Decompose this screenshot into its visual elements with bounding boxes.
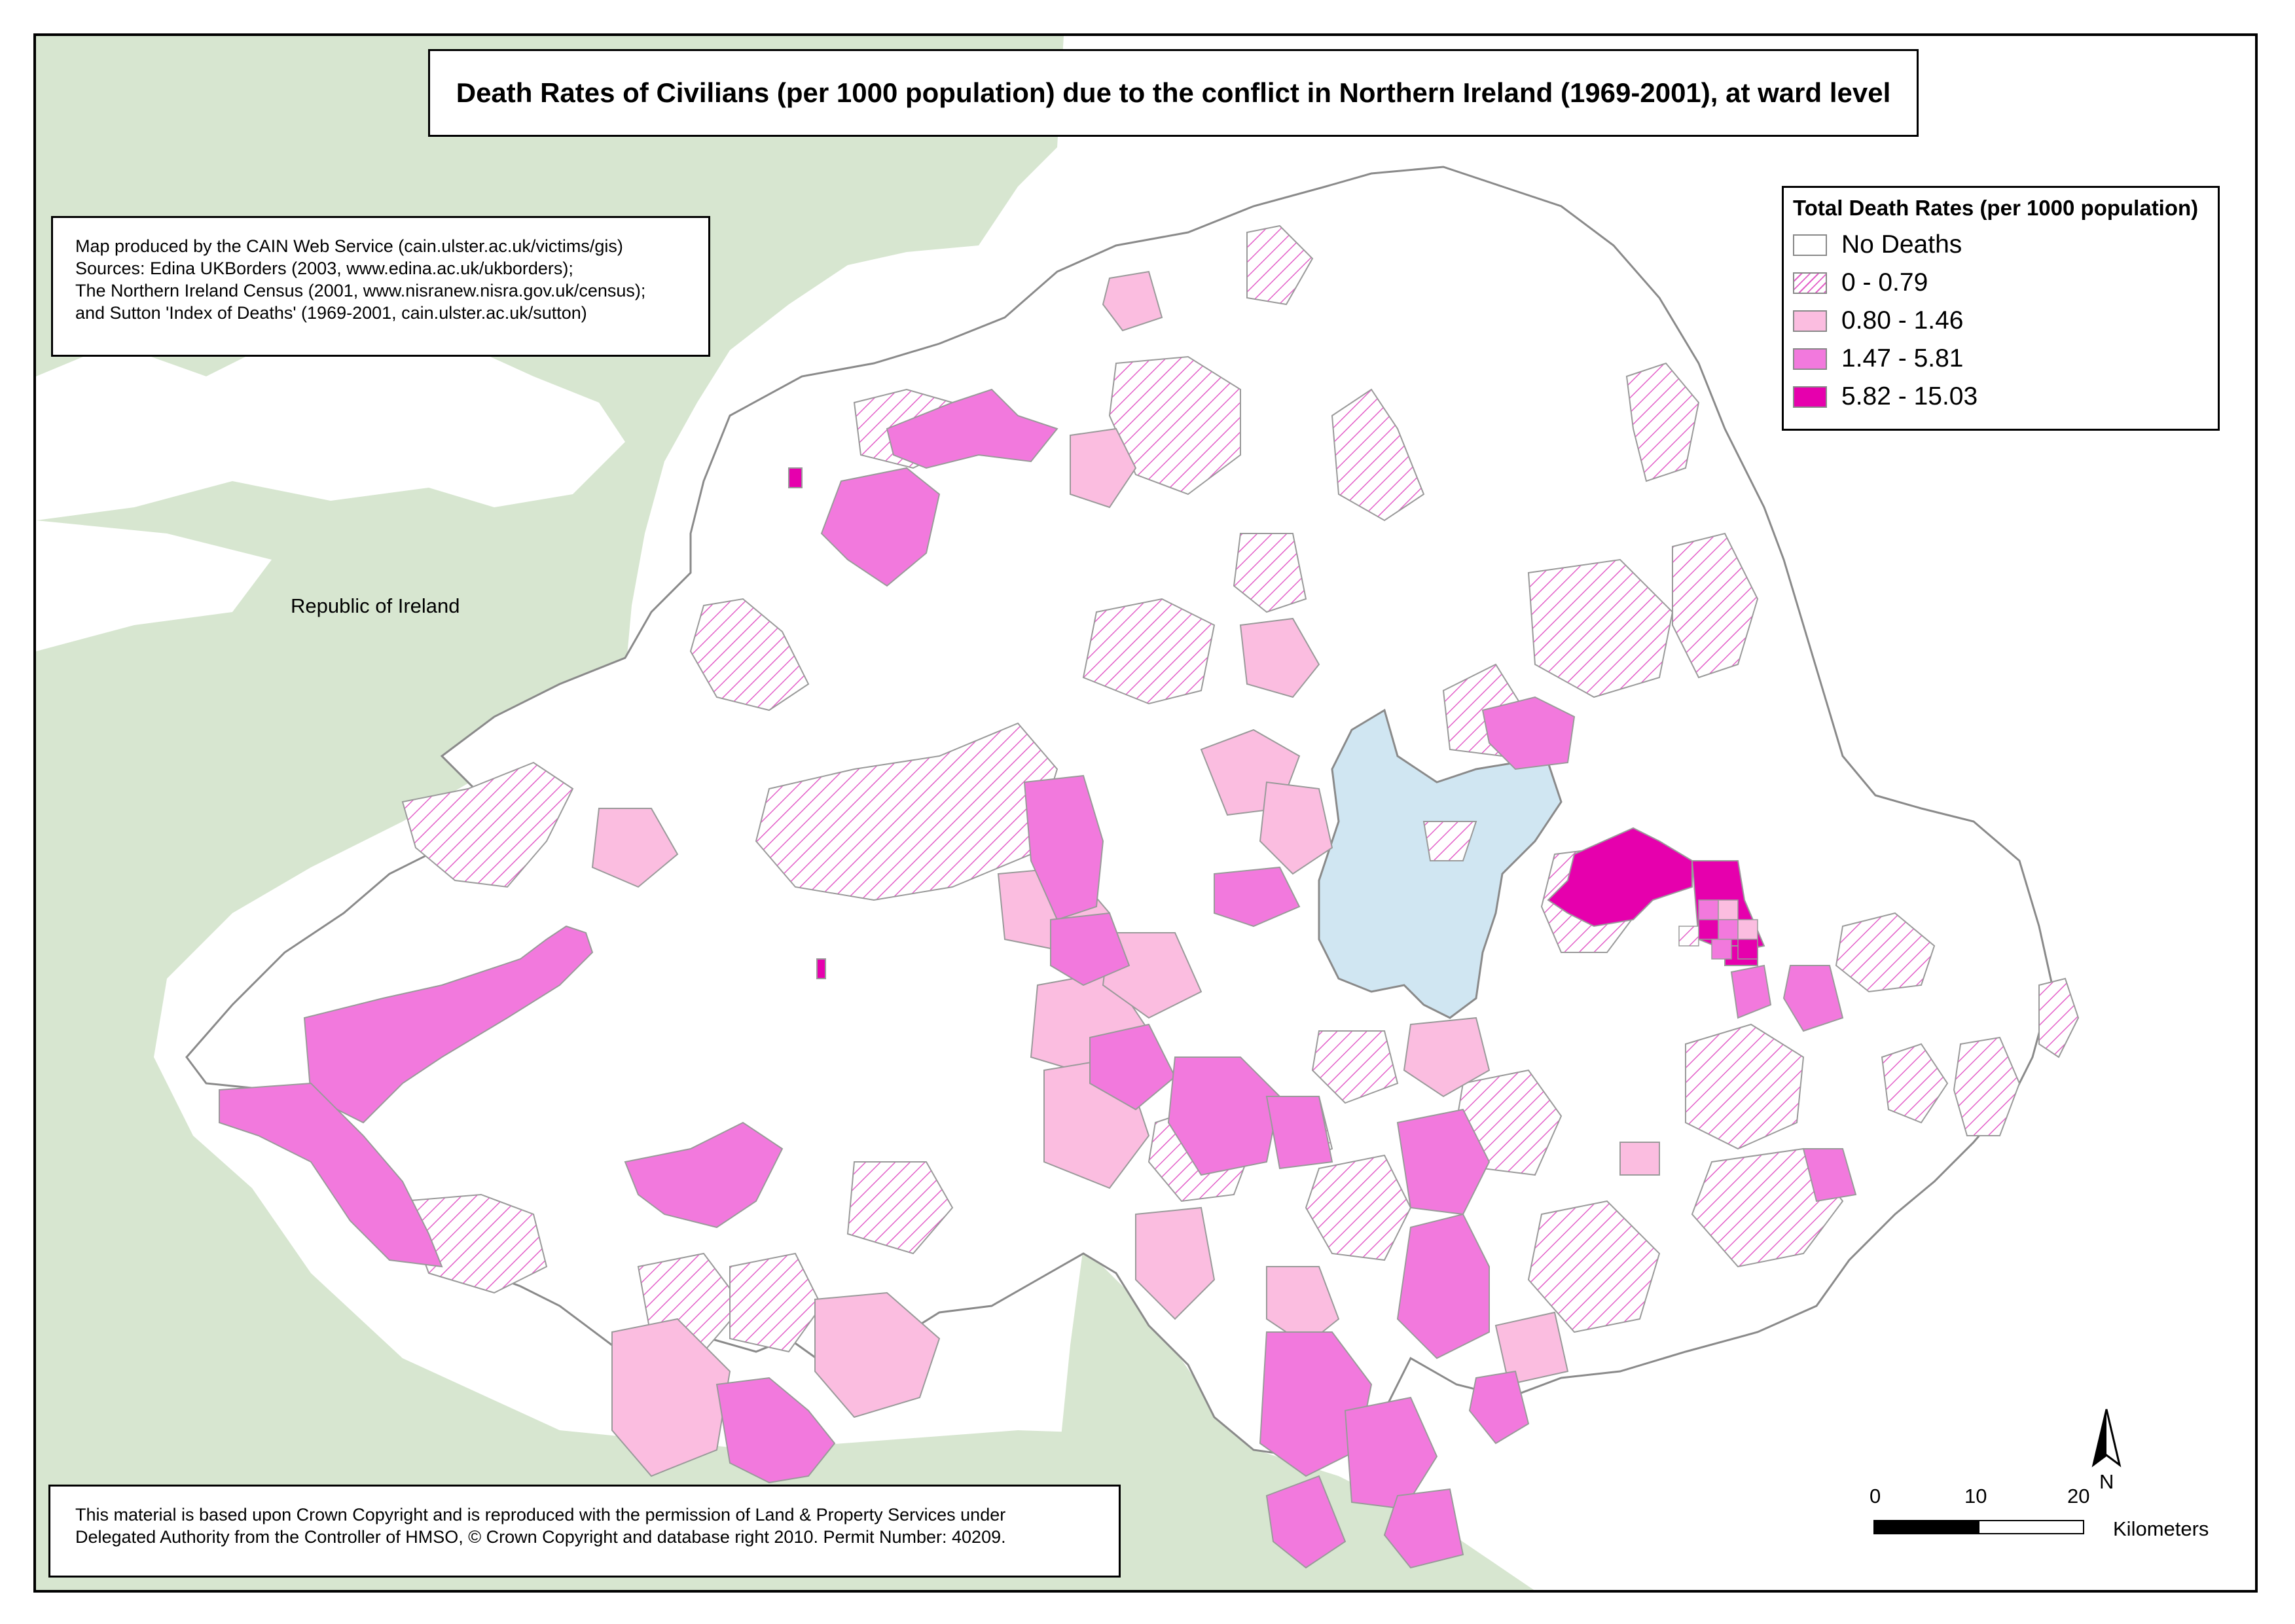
map-title: Death Rates of Civilians (per 1000 popul…	[456, 77, 1891, 108]
legend-item-no-deaths: No Deaths	[1793, 226, 2209, 264]
legend-swatch	[1793, 272, 1827, 294]
credit-line: and Sutton 'Index of Deaths' (1969-2001,…	[75, 303, 587, 323]
legend-title: Total Death Rates (per 1000 population)	[1793, 196, 2199, 220]
copyright-line: This material is based upon Crown Copyri…	[75, 1505, 1006, 1525]
legend-label: No Deaths	[1841, 230, 1962, 259]
north-arrow: N	[2084, 1406, 2129, 1504]
map-title-box: Death Rates of Civilians (per 1000 popul…	[428, 49, 1919, 137]
copyright-line: Delegated Authority from the Controller …	[75, 1527, 1006, 1547]
sea-inlet	[36, 317, 625, 520]
legend-item-light-pink: 0.80 - 1.46	[1793, 302, 2209, 340]
scale-tick-10: 10	[1964, 1485, 1987, 1507]
scale-tick-20: 20	[2067, 1485, 2090, 1507]
legend-item-dark-magenta: 5.82 - 15.03	[1793, 378, 2209, 416]
sea-inlet-2	[36, 520, 272, 651]
legend-label: 0 - 0.79	[1841, 268, 1928, 297]
scale-bar-graphic	[1873, 1520, 2084, 1534]
legend-label: 1.47 - 5.81	[1841, 344, 1964, 372]
legend-label: 0.80 - 1.46	[1841, 306, 1964, 334]
credit-line: Map produced by the CAIN Web Service (ca…	[75, 236, 623, 256]
lough-neagh	[1318, 708, 1563, 1019]
place-label-roi: Republic of Ireland	[291, 594, 460, 617]
wards-medium-pink	[219, 388, 1857, 1569]
scale-bar: 0 10 20 Kilometers	[1870, 1485, 2223, 1550]
legend-swatch	[1793, 386, 1827, 408]
legend-swatch	[1793, 310, 1827, 332]
legend-label: 5.82 - 15.03	[1841, 382, 1978, 410]
north-arrow-icon	[2091, 1409, 2122, 1468]
legend: Total Death Rates (per 1000 population) …	[1782, 186, 2220, 431]
copyright-box: This material is based upon Crown Copyri…	[48, 1485, 1121, 1578]
legend-item-medium-pink: 1.47 - 5.81	[1793, 340, 2209, 378]
wards-hatched	[401, 225, 2080, 1353]
belfast-cluster	[1678, 899, 1758, 960]
legend-swatch	[1793, 234, 1827, 256]
scale-tick-0: 0	[1870, 1485, 1881, 1507]
north-label: N	[2099, 1470, 2114, 1493]
credit-line: The Northern Ireland Census (2001, www.n…	[75, 281, 646, 300]
credit-line: Sources: Edina UKBorders (2003, www.edin…	[75, 259, 573, 278]
legend-swatch	[1793, 348, 1827, 370]
scale-unit: Kilometers	[2113, 1517, 2209, 1540]
credits-box: Map produced by the CAIN Web Service (ca…	[51, 216, 710, 357]
legend-item-hatched: 0 - 0.79	[1793, 264, 2209, 302]
